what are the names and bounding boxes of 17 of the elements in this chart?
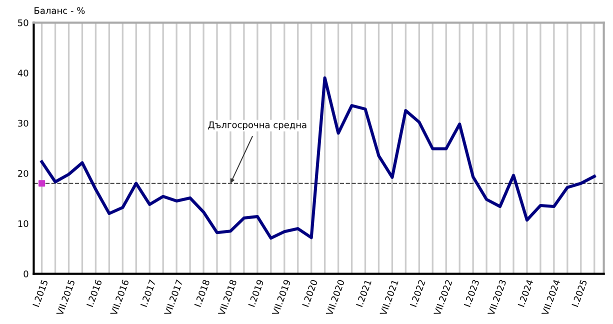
y-tick-label: 10 bbox=[18, 220, 28, 228]
y-axis-title: Баланс - % bbox=[34, 7, 85, 14]
x-tick-label: I.2015 bbox=[32, 279, 48, 307]
x-tick-label: I.2016 bbox=[86, 279, 102, 307]
x-tick-label: I.2020 bbox=[302, 279, 318, 307]
x-tick-label: I.2025 bbox=[572, 279, 588, 307]
x-tick-label: I.2023 bbox=[464, 279, 480, 307]
y-tick-label: 40 bbox=[18, 70, 28, 76]
x-tick-label: I.2019 bbox=[248, 279, 264, 307]
y-tick-label: 50 bbox=[18, 19, 28, 26]
y-tick-label: 0 bbox=[24, 270, 28, 278]
x-tick-label: I.2017 bbox=[140, 279, 156, 307]
line-series bbox=[40, 76, 596, 240]
annotation: Дългосрочна средна bbox=[208, 122, 306, 130]
x-tick-label: I.2018 bbox=[194, 279, 210, 307]
y-tick-label: 20 bbox=[18, 170, 28, 177]
y-tick-label: 30 bbox=[18, 120, 28, 127]
